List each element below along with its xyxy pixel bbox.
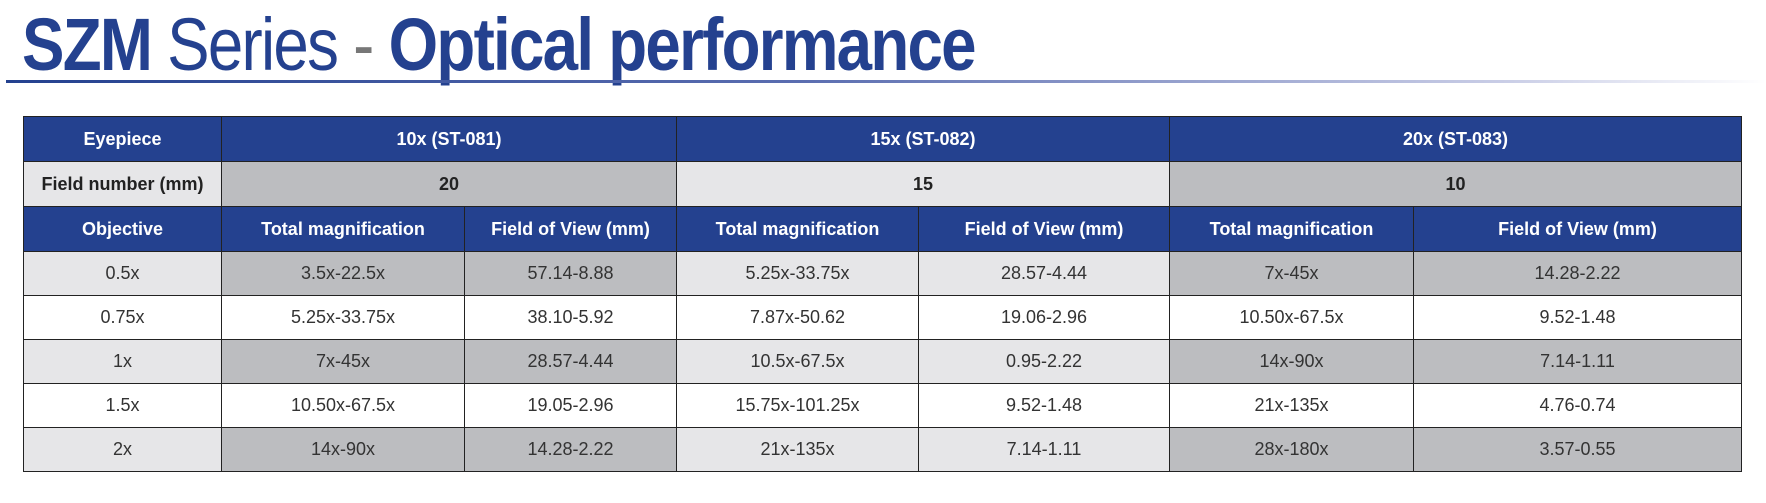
objective-cell: 0.5x	[23, 251, 222, 296]
field-of-view-cell: 19.06-2.96	[918, 295, 1170, 340]
field-of-view-cell: 4.76-0.74	[1413, 383, 1742, 428]
total-magnification-cell: 21x-135x	[676, 427, 919, 472]
field-of-view-cell: 14.28-2.22	[1413, 251, 1742, 296]
eyepiece-15x: 15x (ST-082)	[676, 116, 1170, 162]
total-magnification-header: Total magnification	[221, 206, 465, 252]
table-row: 0.5x 3.5x-22.5x 57.14-8.88 5.25x-33.75x 28.5…	[23, 251, 1742, 296]
objective-cell: 1.5x	[23, 383, 222, 428]
total-magnification-cell: 28x-180x	[1169, 427, 1414, 472]
total-magnification-cell: 7x-45x	[221, 339, 465, 384]
field-number-10x: 20	[221, 161, 677, 207]
eyepiece-row: Eyepiece 10x (ST-081) 15x (ST-082) 20x (…	[23, 116, 1742, 162]
field-number-20x: 10	[1169, 161, 1742, 207]
total-magnification-cell: 5.25x-33.75x	[676, 251, 919, 296]
total-magnification-cell: 14x-90x	[221, 427, 465, 472]
field-of-view-cell: 7.14-1.11	[1413, 339, 1742, 384]
title-brand: SZM	[22, 3, 153, 86]
title-series: Series	[167, 3, 339, 86]
eyepiece-10x: 10x (ST-081)	[221, 116, 677, 162]
field-of-view-header: Field of View (mm)	[464, 206, 677, 252]
field-of-view-cell: 38.10-5.92	[464, 295, 677, 340]
field-of-view-cell: 19.05-2.96	[464, 383, 677, 428]
table-row: 0.75x 5.25x-33.75x 38.10-5.92 7.87x-50.62 19…	[23, 295, 1742, 340]
table-row: 1x 7x-45x 28.57-4.44 10.5x-67.5x 0.95-2.22 14…	[23, 339, 1742, 384]
table-row: 2x 14x-90x 14.28-2.22 21x-135x 7.14-1.11 28x-…	[23, 427, 1742, 472]
field-of-view-cell: 0.95-2.22	[918, 339, 1170, 384]
title-subject: Optical performance	[388, 3, 977, 86]
field-of-view-cell: 9.52-1.48	[1413, 295, 1742, 340]
objective-label: Objective	[23, 206, 222, 252]
field-number-15x: 15	[676, 161, 1170, 207]
field-of-view-cell: 9.52-1.48	[918, 383, 1170, 428]
total-magnification-cell: 3.5x-22.5x	[221, 251, 465, 296]
field-of-view-cell: 57.14-8.88	[464, 251, 677, 296]
title-underline	[6, 80, 1766, 83]
field-of-view-cell: 3.57-0.55	[1413, 427, 1742, 472]
total-magnification-cell: 7.87x-50.62	[676, 295, 919, 340]
total-magnification-cell: 5.25x-33.75x	[221, 295, 465, 340]
eyepiece-20x: 20x (ST-083)	[1169, 116, 1742, 162]
total-magnification-header: Total magnification	[1169, 206, 1414, 252]
total-magnification-header: Total magnification	[676, 206, 919, 252]
objective-cell: 2x	[23, 427, 222, 472]
total-magnification-cell: 10.50x-67.5x	[1169, 295, 1414, 340]
objective-header-row: Objective Total magnification Field of V…	[23, 206, 1742, 252]
title-dash: -	[353, 3, 374, 86]
total-magnification-cell: 15.75x-101.25x	[676, 383, 919, 428]
optical-performance-table: Eyepiece 10x (ST-081) 15x (ST-082) 20x (…	[23, 116, 1742, 472]
field-of-view-header: Field of View (mm)	[918, 206, 1170, 252]
total-magnification-cell: 7x-45x	[1169, 251, 1414, 296]
field-of-view-cell: 7.14-1.11	[918, 427, 1170, 472]
field-of-view-cell: 28.57-4.44	[464, 339, 677, 384]
objective-cell: 1x	[23, 339, 222, 384]
field-of-view-cell: 28.57-4.44	[918, 251, 1170, 296]
page-title: SZM Series - Optical performance	[22, 2, 977, 87]
total-magnification-cell: 10.5x-67.5x	[676, 339, 919, 384]
total-magnification-cell: 10.50x-67.5x	[221, 383, 465, 428]
field-number-row: Field number (mm) 20 15 10	[23, 161, 1742, 207]
total-magnification-cell: 21x-135x	[1169, 383, 1414, 428]
field-of-view-header: Field of View (mm)	[1413, 206, 1742, 252]
field-of-view-cell: 14.28-2.22	[464, 427, 677, 472]
table-row: 1.5x 10.50x-67.5x 19.05-2.96 15.75x-101.25x…	[23, 383, 1742, 428]
total-magnification-cell: 14x-90x	[1169, 339, 1414, 384]
objective-cell: 0.75x	[23, 295, 222, 340]
field-number-label: Field number (mm)	[23, 161, 222, 207]
eyepiece-label: Eyepiece	[23, 116, 222, 162]
